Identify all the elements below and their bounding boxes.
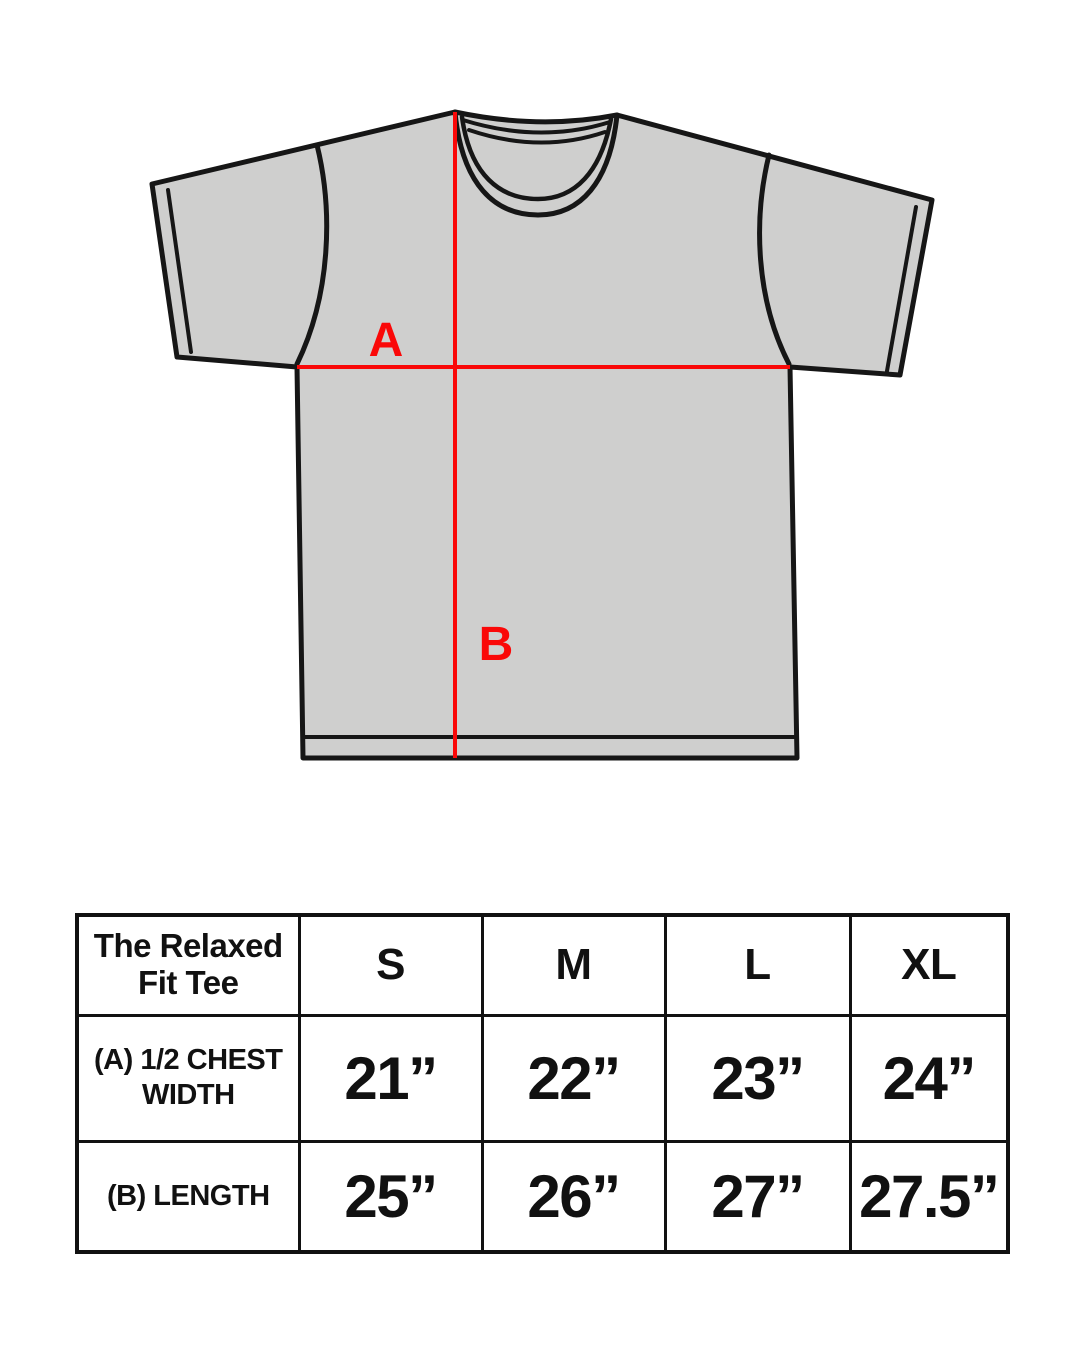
- right-cuff-seam: [885, 205, 918, 373]
- right-armhole-seam: [757, 152, 792, 367]
- back-collar-seam-1: [461, 118, 612, 135]
- row-label-length: (B) LENGTH: [75, 1139, 301, 1254]
- size-chart-header-row: The Relaxed Fit Tee S M L XL: [75, 913, 1010, 1017]
- size-header-m: M: [480, 913, 667, 1017]
- size-header-s: S: [297, 913, 484, 1017]
- chest-width-value-m: 22”: [480, 1013, 667, 1143]
- left-armhole-seam: [294, 142, 330, 367]
- chest-width-value-l: 23”: [663, 1013, 852, 1143]
- chest-width-value-xl: 24”: [848, 1013, 1010, 1143]
- length-value-m: 26”: [480, 1139, 667, 1254]
- size-chart: The Relaxed Fit Tee S M L XL (A) 1/2 CHE…: [75, 913, 1010, 1254]
- size-chart-table: The Relaxed Fit Tee S M L XL (A) 1/2 CHE…: [75, 913, 1010, 1254]
- length-value-xl: 27.5”: [848, 1139, 1010, 1254]
- left-cuff-seam: [166, 188, 193, 354]
- length-value-s: 25”: [297, 1139, 484, 1254]
- collar-inner-seam: [459, 114, 614, 202]
- collar-outer-seam: [452, 109, 620, 218]
- chest-width-row: (A) 1/2 CHEST WIDTH 21” 22” 23” 24”: [75, 1013, 1010, 1143]
- measure-label-a: A: [369, 314, 404, 367]
- length-value-l: 27”: [663, 1139, 852, 1254]
- back-collar-seam-2: [467, 128, 607, 145]
- size-header-xl: XL: [848, 913, 1010, 1017]
- length-row: (B) LENGTH 25” 26” 27” 27.5”: [75, 1139, 1010, 1254]
- product-name: The Relaxed Fit Tee: [75, 913, 301, 1017]
- tshirt-diagram-svg: A B: [149, 109, 935, 761]
- measure-label-b: B: [479, 618, 514, 671]
- chest-width-value-s: 21”: [297, 1013, 484, 1143]
- tshirt-measurement-diagram: A B: [149, 109, 935, 761]
- row-label-chest-width: (A) 1/2 CHEST WIDTH: [75, 1013, 301, 1143]
- tshirt-outline: [149, 109, 935, 761]
- size-header-l: L: [663, 913, 852, 1017]
